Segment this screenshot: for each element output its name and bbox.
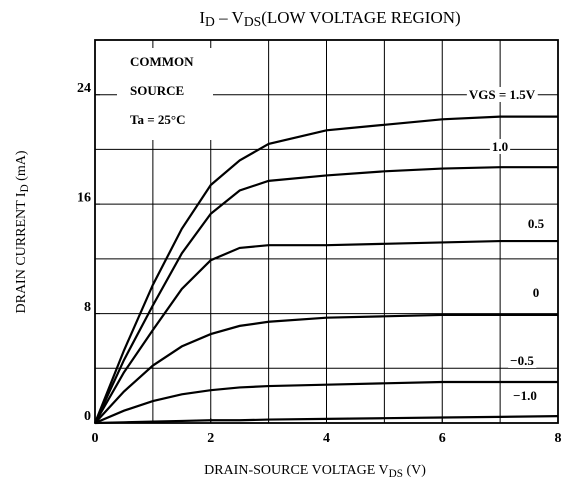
- text-part: (LOW VOLTAGE REGION): [261, 8, 460, 27]
- text-part: D: [19, 184, 31, 192]
- x-tick-label: 2: [207, 431, 214, 446]
- annotation: SOURCE: [130, 83, 184, 98]
- series-label: −1.0: [513, 388, 537, 403]
- annotation: COMMON: [130, 54, 194, 69]
- annotation-bg: [117, 48, 213, 140]
- series-label: VGS = 1.5V: [469, 87, 536, 102]
- curve: [94, 313, 558, 424]
- text-part: DS: [389, 468, 403, 480]
- x-tick-label: 8: [555, 431, 562, 446]
- series-label: 0.5: [528, 216, 545, 231]
- x-tick-label: 6: [439, 431, 446, 446]
- series-label-bg: [530, 284, 542, 300]
- chart-title: ID – VDS(LOW VOLTAGE REGION): [199, 8, 460, 29]
- x-axis-label: DRAIN-SOURCE VOLTAGE VDS (V): [204, 463, 426, 480]
- text-part: I: [199, 8, 205, 27]
- series-label-bg: [489, 138, 511, 154]
- text-part: – V: [215, 8, 245, 27]
- text-part: DS: [244, 14, 261, 29]
- series-label: 1.0: [492, 139, 508, 154]
- x-tick-label: 0: [92, 431, 99, 446]
- text-part: DRAIN-SOURCE VOLTAGE V: [204, 463, 389, 478]
- series-label-bg: [466, 86, 538, 102]
- y-tick-label: 16: [77, 190, 91, 205]
- series-label: −0.5: [510, 353, 534, 368]
- text-part: (V): [403, 463, 426, 478]
- x-tick-label: 4: [323, 431, 330, 446]
- y-tick-label: 24: [77, 81, 91, 96]
- series-label-bg: [525, 215, 547, 231]
- series-label-bg: [508, 352, 537, 368]
- curve: [93, 115, 558, 424]
- y-tick-label: 0: [84, 409, 91, 424]
- curve: [94, 239, 558, 424]
- annotation: Ta = 25°C: [130, 112, 185, 127]
- curve: [94, 380, 558, 425]
- text-part: D: [205, 14, 215, 29]
- y-tick-label: 8: [84, 300, 91, 315]
- y-axis-label: DRAIN CURRENT ID (mA): [14, 150, 31, 313]
- curve: [94, 415, 559, 425]
- series-label: 0: [533, 285, 540, 300]
- curve: [94, 166, 558, 424]
- text-part: DRAIN CURRENT I: [14, 192, 29, 313]
- series-label-bg: [511, 387, 539, 403]
- text-part: (mA): [14, 150, 29, 184]
